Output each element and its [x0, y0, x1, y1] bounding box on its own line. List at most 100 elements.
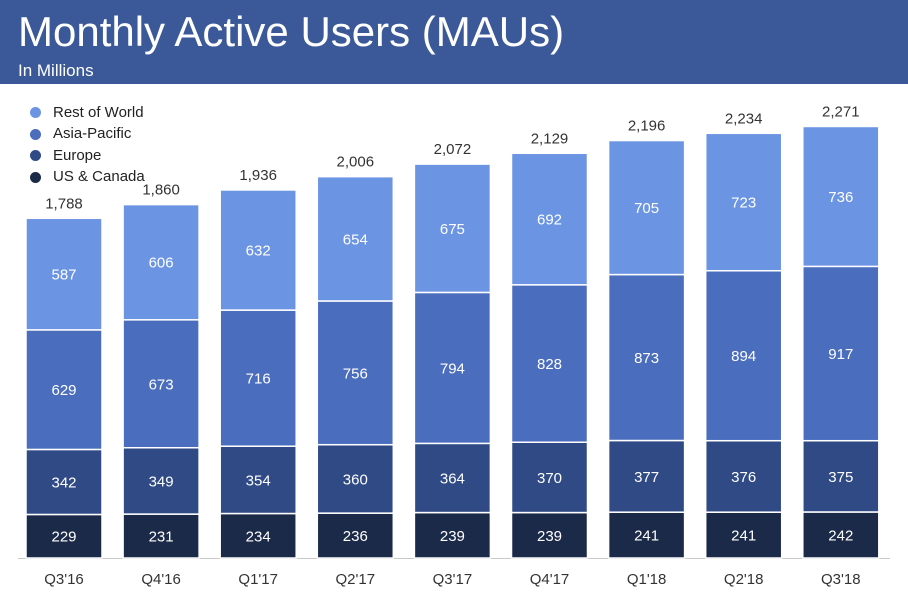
legend-item-rest-of-world: Rest of World [30, 102, 145, 124]
bar-segment-europe [802, 439, 880, 513]
x-tick-label: Q1'17 [238, 571, 278, 588]
data-label: 239 [440, 528, 465, 545]
data-label: 692 [537, 212, 562, 229]
x-tick-label: Q1'18 [627, 571, 667, 588]
chart-legend: Rest of World Asia-Pacific Europe US & C… [30, 102, 145, 188]
page-subtitle: In Millions [18, 61, 94, 80]
bar-segment-us-canada [802, 511, 880, 559]
legend-item-europe: Europe [30, 145, 145, 167]
data-label: 606 [149, 255, 174, 272]
x-tick-label: Q3'17 [433, 571, 473, 588]
data-label: 376 [731, 469, 756, 486]
data-label: 360 [343, 471, 368, 488]
data-label: 756 [343, 365, 368, 382]
total-label: 2,271 [822, 103, 860, 120]
data-label: 675 [440, 221, 465, 238]
bar-segment-rest-of-world [510, 152, 589, 286]
data-label: 229 [51, 529, 76, 546]
x-tick-label: Q3'18 [821, 571, 861, 588]
total-label: 2,006 [337, 154, 375, 171]
bar-segment-us-canada [607, 511, 686, 559]
bar-segment-asia-pacific [802, 265, 880, 442]
x-tick-label: Q4'16 [141, 571, 181, 588]
total-label: 2,129 [531, 130, 569, 147]
bar-segment-rest-of-world [316, 175, 395, 302]
data-label: 377 [634, 469, 659, 486]
data-label: 364 [440, 470, 465, 487]
data-label: 632 [246, 243, 271, 260]
x-tick-label: Q2'17 [336, 571, 376, 588]
data-label: 342 [51, 474, 76, 491]
data-label: 894 [731, 348, 756, 365]
bar-segment-europe [219, 445, 297, 515]
data-label: 375 [828, 469, 853, 486]
bar-segment-rest-of-world [704, 132, 783, 272]
data-label: 354 [246, 472, 271, 489]
legend-swatch-asia-pacific [30, 128, 41, 140]
bar-segment-asia-pacific [704, 270, 783, 442]
data-label: 654 [343, 231, 368, 248]
data-label: 716 [246, 371, 271, 388]
header-banner: Monthly Active Users (MAUs) In Millions [0, 0, 908, 84]
data-label: 736 [828, 189, 853, 206]
bar-segment-us-canada [25, 513, 103, 559]
bar-segment-rest-of-world [413, 163, 492, 294]
bar-segment-europe [122, 446, 200, 515]
data-label: 794 [440, 360, 465, 377]
bar-segment-asia-pacific [413, 291, 492, 445]
data-label: 705 [634, 200, 659, 217]
legend-swatch-us-canada [30, 171, 41, 183]
legend-label: Asia-Pacific [53, 125, 132, 143]
legend-item-asia-pacific: Asia-Pacific [30, 124, 145, 146]
total-label: 1,860 [142, 182, 180, 199]
data-label: 917 [828, 346, 853, 363]
x-tick-label: Q4'17 [530, 571, 570, 588]
legend-swatch-europe [30, 150, 41, 162]
bar-segment-asia-pacific [316, 300, 395, 446]
data-label: 873 [634, 350, 659, 367]
page-title: Monthly Active Users (MAUs) [18, 8, 565, 55]
legend-label: US & Canada [53, 168, 145, 186]
data-label: 370 [537, 470, 562, 487]
bar-segment-asia-pacific [607, 273, 686, 442]
bar-segment-us-canada [219, 512, 297, 559]
data-label: 241 [634, 528, 659, 545]
bar-segment-rest-of-world [219, 189, 297, 311]
bar-segment-asia-pacific [25, 329, 103, 451]
bar-segment-europe [413, 442, 492, 514]
bar-segment-rest-of-world [802, 125, 880, 268]
bar-segment-rest-of-world [607, 139, 686, 276]
total-label: 2,196 [628, 118, 666, 135]
total-label: 1,936 [239, 167, 277, 184]
data-label: 587 [51, 267, 76, 284]
x-tick-label: Q2'18 [724, 571, 764, 588]
bar-segment-asia-pacific [219, 309, 297, 447]
legend-label: Rest of World [53, 103, 144, 121]
total-label: 2,234 [725, 110, 763, 127]
legend-swatch-rest-of-world [30, 107, 41, 119]
bar-segment-asia-pacific [510, 284, 589, 443]
total-label: 2,072 [434, 141, 472, 158]
data-label: 234 [246, 528, 271, 545]
data-label: 242 [828, 527, 853, 544]
data-label: 349 [149, 473, 174, 490]
data-label: 723 [731, 195, 756, 212]
bar-segment-rest-of-world [25, 217, 103, 331]
x-tick-label: Q3'16 [44, 571, 84, 588]
data-label: 828 [537, 356, 562, 373]
bar-segment-us-canada [413, 511, 492, 559]
legend-label: Europe [53, 146, 102, 164]
total-label: 1,788 [45, 195, 83, 212]
data-label: 239 [537, 528, 562, 545]
legend-item-us-canada: US & Canada [30, 167, 145, 189]
data-label: 629 [51, 382, 76, 399]
bar-segment-rest-of-world [122, 203, 200, 321]
data-label: 673 [149, 376, 174, 393]
data-label: 231 [149, 529, 174, 546]
bar-segment-europe [510, 441, 589, 514]
bar-segment-asia-pacific [122, 319, 200, 449]
data-label: 241 [731, 528, 756, 545]
bar-segment-europe [607, 439, 686, 513]
data-label: 236 [343, 528, 368, 545]
